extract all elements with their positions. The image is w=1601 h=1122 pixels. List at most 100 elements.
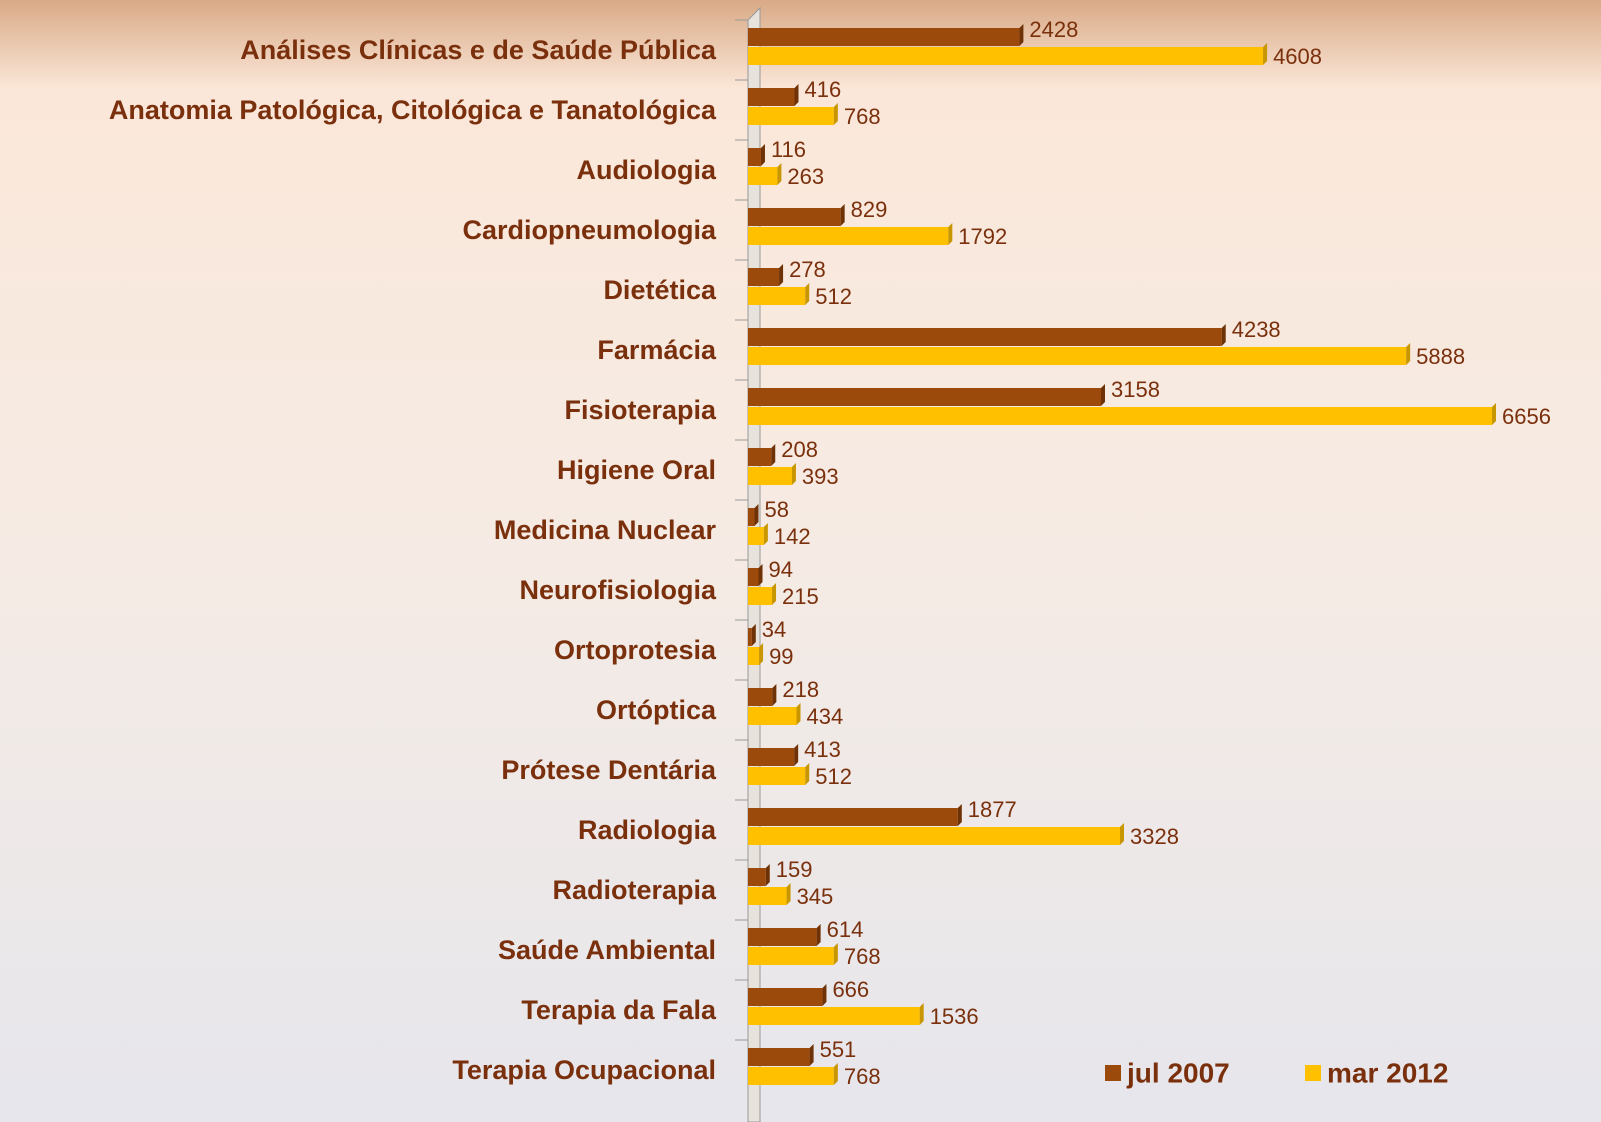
value-label: 99 [769,644,793,669]
bar [748,28,1020,46]
bar-side [779,264,784,286]
bar [748,287,806,305]
bar [748,808,958,826]
category-label: Prótese Dentária [501,755,717,785]
category-label: Terapia da Fala [521,995,717,1025]
value-label: 512 [815,284,852,309]
value-label: 1536 [930,1004,979,1029]
category-label: Neurofisiologia [519,575,716,605]
value-label: 6656 [1502,404,1551,429]
bar [748,827,1120,845]
bar-side [765,864,770,886]
bar-side [759,643,764,665]
category-label: Análises Clínicas e de Saúde Pública [240,35,717,65]
legend-swatch [1305,1065,1321,1081]
legend-swatch [1105,1065,1121,1081]
bar-side [794,84,799,106]
bar-side [1406,343,1411,365]
value-label: 5888 [1416,344,1465,369]
bar [748,1007,920,1025]
bar-side [1221,324,1226,346]
value-label: 4608 [1273,44,1322,69]
bar-side [1263,43,1268,65]
bar-side [751,624,756,646]
bar-side [1492,403,1496,425]
category-label: Fisioterapia [564,395,717,425]
bar-side [760,144,765,166]
category-label: Cardiopneumologia [462,215,716,245]
value-label: 768 [844,104,881,129]
value-label: 208 [781,437,818,462]
bar-side [840,204,845,226]
value-label: 94 [769,557,793,582]
value-label: 345 [797,884,834,909]
value-label: 263 [787,164,824,189]
category-label: Saúde Ambiental [498,935,716,965]
bar [748,347,1407,365]
value-label: 768 [844,944,881,969]
bar [748,587,773,605]
bar [748,467,792,485]
bar-side [763,523,768,545]
value-label: 768 [844,1064,881,1089]
category-label: Farmácia [597,335,717,365]
bar [748,328,1222,346]
bar-side [796,703,801,725]
bar-side [1120,823,1124,845]
bar [748,688,773,706]
bar-side [833,943,838,965]
value-label: 142 [774,524,811,549]
category-label: Dietética [603,275,717,305]
value-label: 413 [804,737,841,762]
bar-side [754,504,759,526]
bar-side [805,283,810,305]
value-label: 278 [789,257,826,282]
bar [748,568,759,586]
category-label: Ortóptica [596,695,717,725]
bar [748,748,795,766]
value-label: 434 [807,704,844,729]
value-label: 218 [782,677,819,702]
value-label: 551 [820,1037,857,1062]
bar-side [772,684,777,706]
bar [748,208,841,226]
bar [748,148,761,166]
value-label: 666 [832,977,869,1002]
bar [748,527,764,545]
bar [748,707,797,725]
value-label: 34 [762,617,786,642]
bar [748,388,1101,406]
value-label: 159 [776,857,813,882]
value-label: 416 [805,77,842,102]
bar [748,628,752,646]
value-label: 393 [802,464,839,489]
bar [748,167,778,185]
bar [748,1067,834,1085]
bar [748,107,834,125]
bar-side [1019,24,1024,46]
bar [748,947,834,965]
bar [748,647,760,665]
legend-label: jul 2007 [1126,1057,1230,1088]
bar-side [805,763,810,785]
bar-side [822,984,827,1006]
bar-side [771,444,776,466]
category-label: Higiene Oral [557,455,716,485]
bar-side [809,1044,814,1066]
value-label: 215 [782,584,819,609]
bar [748,767,806,785]
value-label: 116 [771,137,806,162]
value-label: 2428 [1029,17,1078,42]
value-label: 3158 [1111,377,1160,402]
value-label: 1877 [968,797,1017,822]
bar [748,868,766,886]
value-label: 3328 [1130,824,1179,849]
bar-side [772,583,777,605]
value-label: 58 [764,497,788,522]
bar [748,47,1264,65]
bar [748,448,772,466]
value-label: 829 [851,197,888,222]
value-label: 512 [815,764,852,789]
bar-side [794,744,799,766]
